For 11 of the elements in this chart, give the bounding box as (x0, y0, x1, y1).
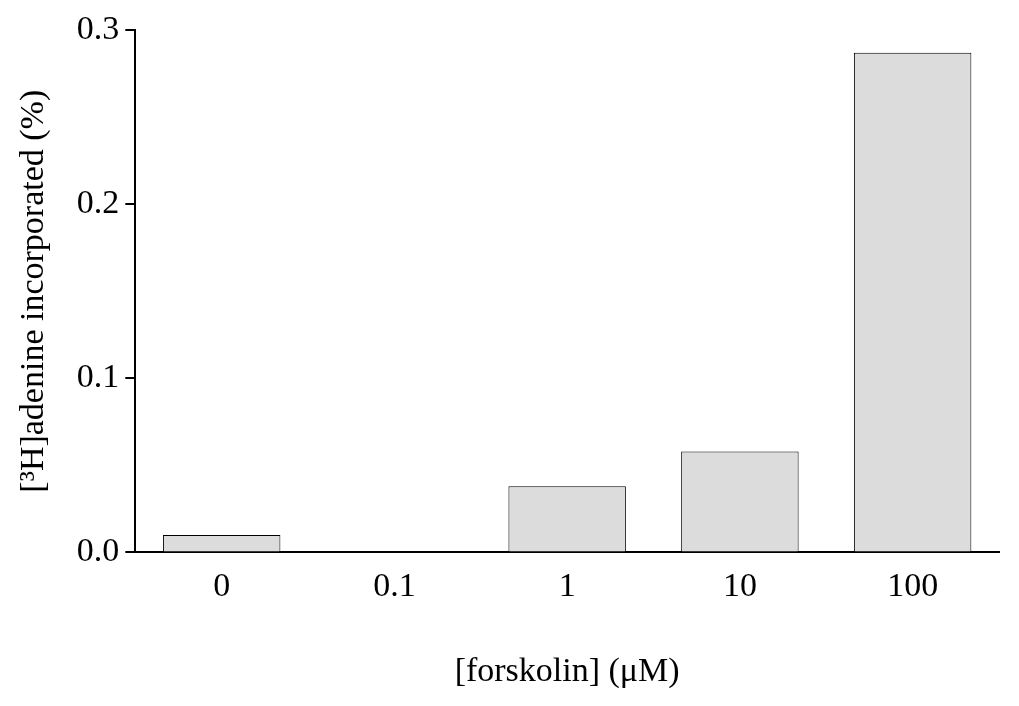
y-tick-label: 0.1 (76, 357, 120, 395)
x-axis-title: [forskolin] (μM) (454, 650, 680, 689)
x-tick-label: 100 (887, 565, 939, 603)
x-tick-label: 0 (213, 565, 231, 603)
y-tick-label: 0.0 (76, 531, 120, 569)
x-tick-label: 10 (722, 565, 757, 603)
y-tick-label: 0.3 (76, 8, 120, 46)
x-tick-label: 0.1 (373, 565, 416, 603)
y-axis-title: [³H]adenine incorporated (%) (13, 89, 52, 493)
y-tick-label: 0.2 (76, 183, 120, 221)
x-tick-label: 1 (558, 565, 576, 603)
